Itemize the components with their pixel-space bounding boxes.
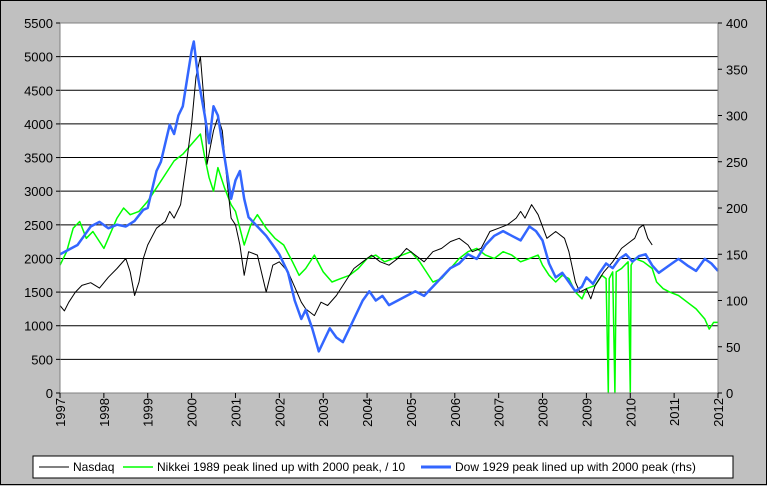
x-tick-label: 2012 (711, 398, 726, 427)
y-left-tick-label: 500 (31, 352, 53, 367)
x-tick-label: 2001 (228, 398, 243, 427)
y-right-tick-label: 200 (726, 201, 748, 216)
y-right-tick-label: 250 (726, 155, 748, 170)
x-tick-label: 2008 (536, 398, 551, 427)
x-tick-label: 1998 (97, 398, 112, 427)
y-left-tick-label: 2500 (24, 218, 53, 233)
y-left-tick-label: 4000 (24, 117, 53, 132)
legend-label-nasdaq: Nasdaq (73, 460, 114, 474)
y-left-tick-label: 4500 (24, 83, 53, 98)
legend-label-nikkei: Nikkei 1989 peak lined up with 2000 peak… (157, 460, 405, 474)
x-tick-label: 2005 (404, 398, 419, 427)
legend-label-dow: Dow 1929 peak lined up with 2000 peak (r… (455, 460, 696, 474)
x-tick-label: 1999 (141, 398, 156, 427)
y-left-tick-label: 5500 (24, 16, 53, 31)
y-left-tick-label: 2000 (24, 251, 53, 266)
y-left-tick-label: 3500 (24, 151, 53, 166)
gridlines (60, 56, 718, 360)
series-lines (59, 40, 719, 394)
y-left-tick-label: 1500 (24, 285, 53, 300)
x-tick-label: 2011 (667, 398, 682, 426)
plot-area (59, 22, 719, 394)
y-left-tick-label: 1000 (24, 319, 53, 334)
x-tick-label: 2002 (272, 398, 287, 427)
legend-box (32, 455, 734, 479)
y-left-tick-label: 0 (46, 386, 53, 401)
x-axis: 1997 1998 1999 2000 2001 2002 2003 2004 2005 2006… (53, 393, 726, 427)
x-tick-label: 2000 (185, 398, 200, 427)
x-tick-label: 2007 (492, 398, 507, 427)
y-right-tick-label: 300 (726, 109, 748, 124)
x-tick-label: 2010 (623, 398, 638, 427)
y-right-tick-label: 50 (726, 340, 740, 355)
y-axis-right: 0 50 100 150 200 250 300 350 400 (718, 16, 748, 401)
y-right-tick-label: 350 (726, 62, 748, 77)
y-left-tick-label: 3000 (24, 184, 53, 199)
x-tick-label: 2004 (360, 398, 375, 427)
x-tick-label: 2003 (316, 398, 331, 427)
y-left-tick-label: 5000 (24, 50, 53, 65)
x-tick-label: 2006 (448, 398, 463, 427)
y-right-tick-label: 150 (726, 247, 748, 262)
series-line-nasdaq (59, 56, 653, 317)
legend: Nasdaq Nikkei 1989 peak lined up with 20… (32, 455, 734, 479)
y-axis-left: 0 500 1000 1500 2000 2500 3000 3500 4000 4500 5000… (24, 16, 60, 401)
y-right-tick-label: 400 (726, 16, 748, 31)
series-line-dow (59, 40, 719, 353)
x-tick-label: 2009 (579, 398, 594, 427)
x-tick-label: 1997 (53, 398, 68, 427)
y-right-tick-label: 100 (726, 294, 748, 309)
y-right-tick-label: 0 (726, 386, 733, 401)
